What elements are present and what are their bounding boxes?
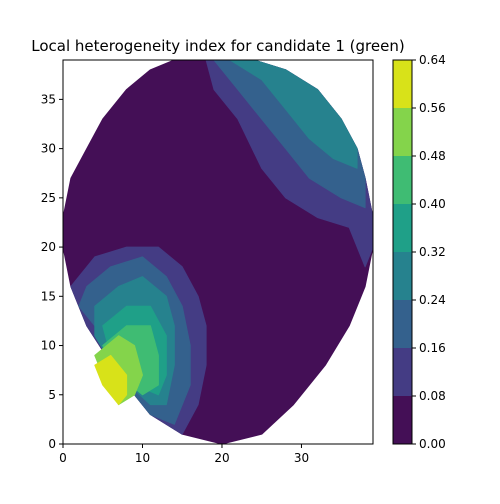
plot-frame	[62, 59, 374, 445]
colorbar-tick-label: 0.00	[419, 437, 446, 451]
y-tick-label: 10	[41, 339, 56, 353]
colorbar-tick-label: 0.48	[419, 149, 446, 163]
y-axis: 0 5 10 15 20 25 30 35	[41, 92, 63, 451]
colorbar-tick-label: 0.40	[419, 197, 446, 211]
colorbar-segment	[393, 60, 412, 108]
y-tick-label: 20	[41, 240, 56, 254]
colorbar-tick-label: 0.64	[419, 53, 446, 67]
x-axis: 0 10 20 30	[59, 444, 309, 465]
y-tick-label: 25	[41, 191, 56, 205]
plot-area	[62, 59, 374, 445]
y-tick-label: 35	[41, 92, 56, 106]
y-tick-label: 5	[48, 388, 56, 402]
colorbar: 0.00 0.08 0.16 0.24 0.32 0.40 0.48 0.56 0.64	[392, 53, 446, 451]
x-tick-label: 0	[59, 451, 67, 465]
x-tick-label: 20	[214, 451, 229, 465]
contour-region-level-3	[229, 59, 358, 169]
colorbar-segment	[393, 300, 412, 348]
x-tick-label: 30	[294, 451, 309, 465]
colorbar-segment	[393, 348, 412, 396]
y-tick-label: 15	[41, 289, 56, 303]
colorbar-segment	[393, 204, 412, 252]
colorbar-tick-label: 0.16	[419, 341, 446, 355]
colorbar-tick-label: 0.56	[419, 101, 446, 115]
colorbar-tick-label: 0.24	[419, 293, 446, 307]
colorbar-segment	[393, 108, 412, 156]
y-tick-label: 0	[48, 437, 56, 451]
colorbar-segment	[393, 396, 412, 444]
contour-region-level-7	[94, 354, 128, 406]
y-tick-label: 30	[41, 142, 56, 156]
colorbar-tick-label: 0.08	[419, 389, 446, 403]
colorbar-tick-label: 0.32	[419, 245, 446, 259]
colorbar-segment	[393, 156, 412, 204]
chart-title: Local heterogeneity index for candidate …	[31, 37, 404, 55]
x-tick-label: 10	[135, 451, 150, 465]
colorbar-segment	[393, 252, 412, 300]
